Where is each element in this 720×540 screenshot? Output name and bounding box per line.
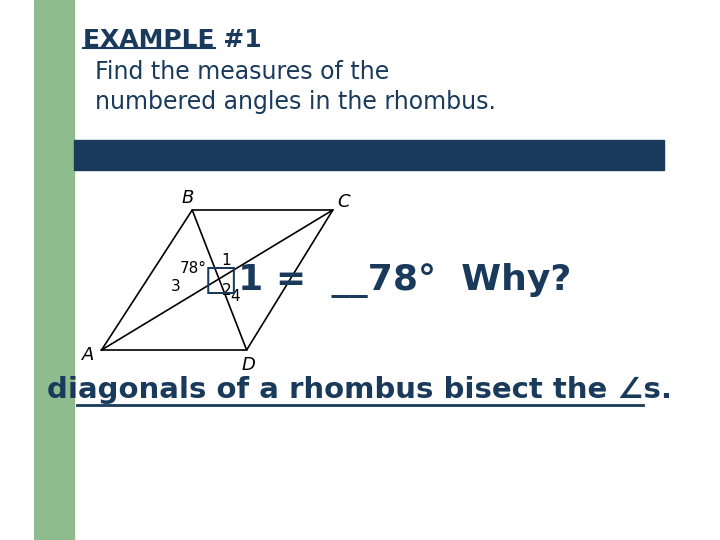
Text: C: C: [338, 193, 350, 211]
Bar: [34, 0, 74, 540]
Text: D: D: [241, 356, 256, 374]
Text: B: B: [181, 189, 194, 207]
Text: 78°: 78°: [180, 261, 207, 276]
Text: numbered angles in the rhombus.: numbered angles in the rhombus.: [95, 90, 496, 114]
Text: 2: 2: [222, 284, 231, 299]
Text: diagonals of a rhombus bisect the ∠s.: diagonals of a rhombus bisect the ∠s.: [48, 376, 672, 404]
Text: □1 =  __78°  Why?: □1 = __78° Why?: [204, 262, 571, 298]
Text: A: A: [82, 346, 94, 364]
Text: 4: 4: [230, 289, 240, 305]
Text: EXAMPLE #1: EXAMPLE #1: [84, 28, 262, 52]
Text: 1: 1: [222, 253, 231, 268]
Text: 3: 3: [171, 279, 180, 294]
Bar: [74, 140, 664, 170]
Text: Find the measures of the: Find the measures of the: [95, 60, 390, 84]
